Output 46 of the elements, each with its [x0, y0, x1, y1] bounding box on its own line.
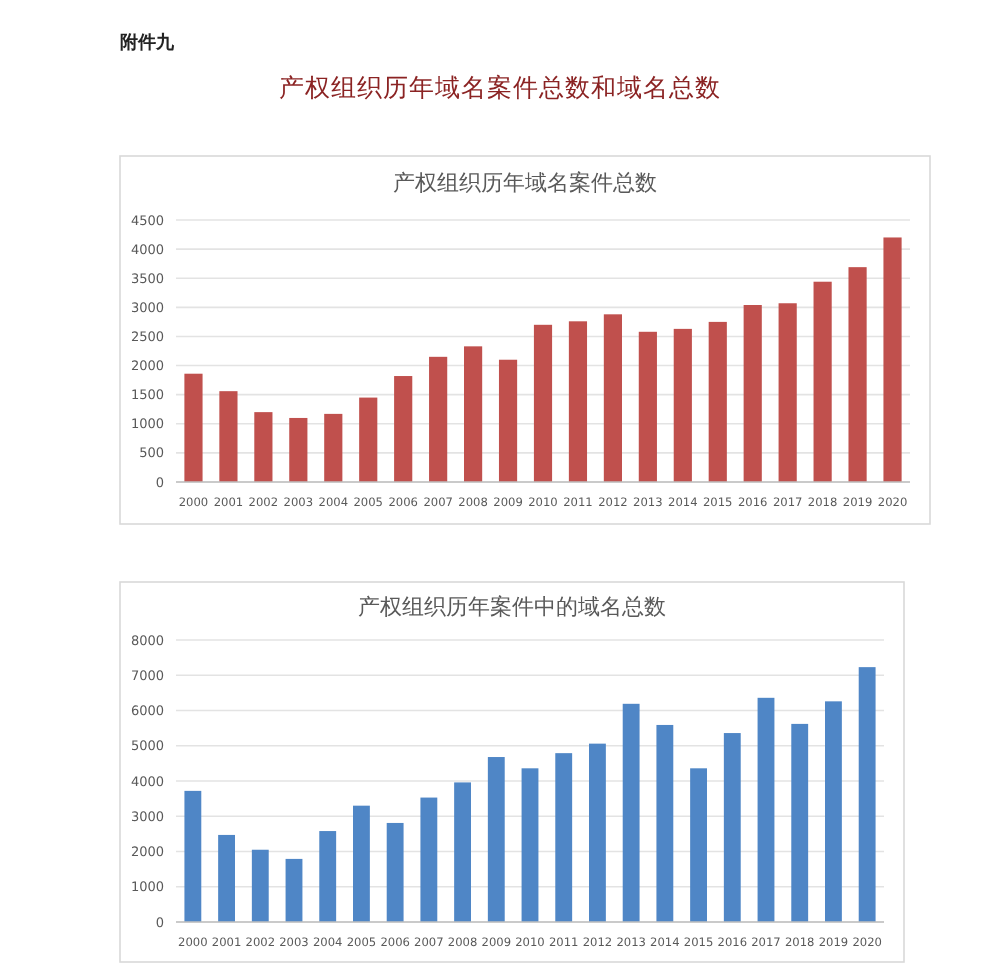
bar	[848, 267, 867, 482]
bar	[219, 391, 238, 482]
bar	[708, 321, 727, 482]
bar	[359, 397, 378, 482]
bar	[184, 790, 202, 922]
bar	[589, 743, 606, 922]
text: 附件九	[120, 32, 176, 54]
bar	[757, 697, 775, 922]
bar	[813, 281, 832, 482]
bar	[825, 701, 842, 922]
bar	[324, 413, 343, 482]
bar	[622, 703, 640, 922]
bar	[690, 768, 707, 922]
bar	[498, 359, 518, 482]
bar	[555, 753, 573, 922]
bar	[521, 768, 539, 922]
bar	[184, 373, 203, 482]
bar	[464, 346, 483, 482]
bar	[254, 412, 273, 482]
bar	[673, 328, 692, 482]
bar	[420, 797, 438, 922]
bar	[791, 723, 809, 922]
bar	[289, 417, 308, 482]
bar	[638, 331, 657, 482]
bar	[533, 324, 553, 482]
bar	[353, 805, 370, 922]
bar	[394, 376, 413, 482]
chart-title: 产权组织历年域名案件总数	[393, 170, 657, 196]
bar	[319, 831, 337, 922]
bar	[568, 321, 588, 482]
bar	[386, 822, 404, 922]
chart-title: 产权组织历年案件中的域名总数	[358, 594, 666, 620]
text: 产权组织历年域名案件总数和域名总数	[279, 72, 721, 102]
bar	[858, 667, 876, 922]
bar	[251, 849, 269, 922]
bar	[778, 303, 797, 482]
bar	[883, 237, 902, 482]
bar	[603, 314, 622, 482]
bar	[743, 305, 762, 482]
bar	[487, 757, 505, 922]
bar	[218, 834, 235, 922]
bar	[285, 858, 303, 922]
bar	[429, 356, 448, 482]
bar	[656, 724, 674, 922]
bar	[723, 733, 741, 922]
bar	[454, 782, 471, 922]
